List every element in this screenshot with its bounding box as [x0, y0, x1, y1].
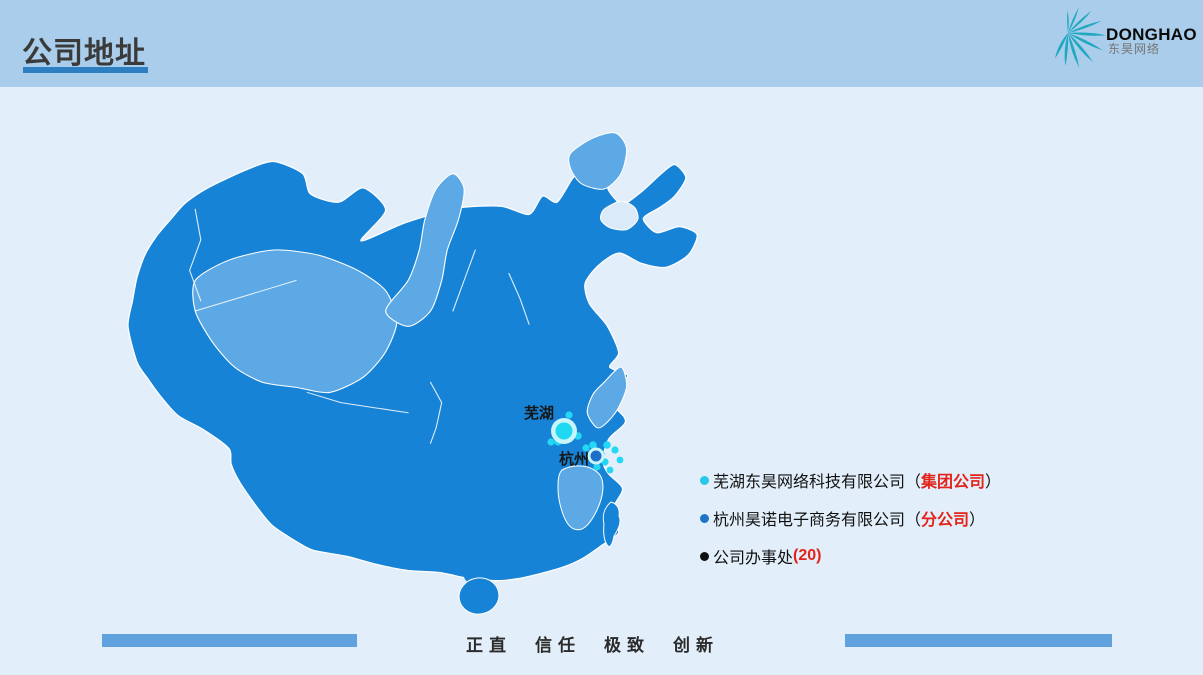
svg-text:芜湖: 芜湖	[524, 404, 554, 422]
svg-text:杭州: 杭州	[559, 450, 589, 468]
